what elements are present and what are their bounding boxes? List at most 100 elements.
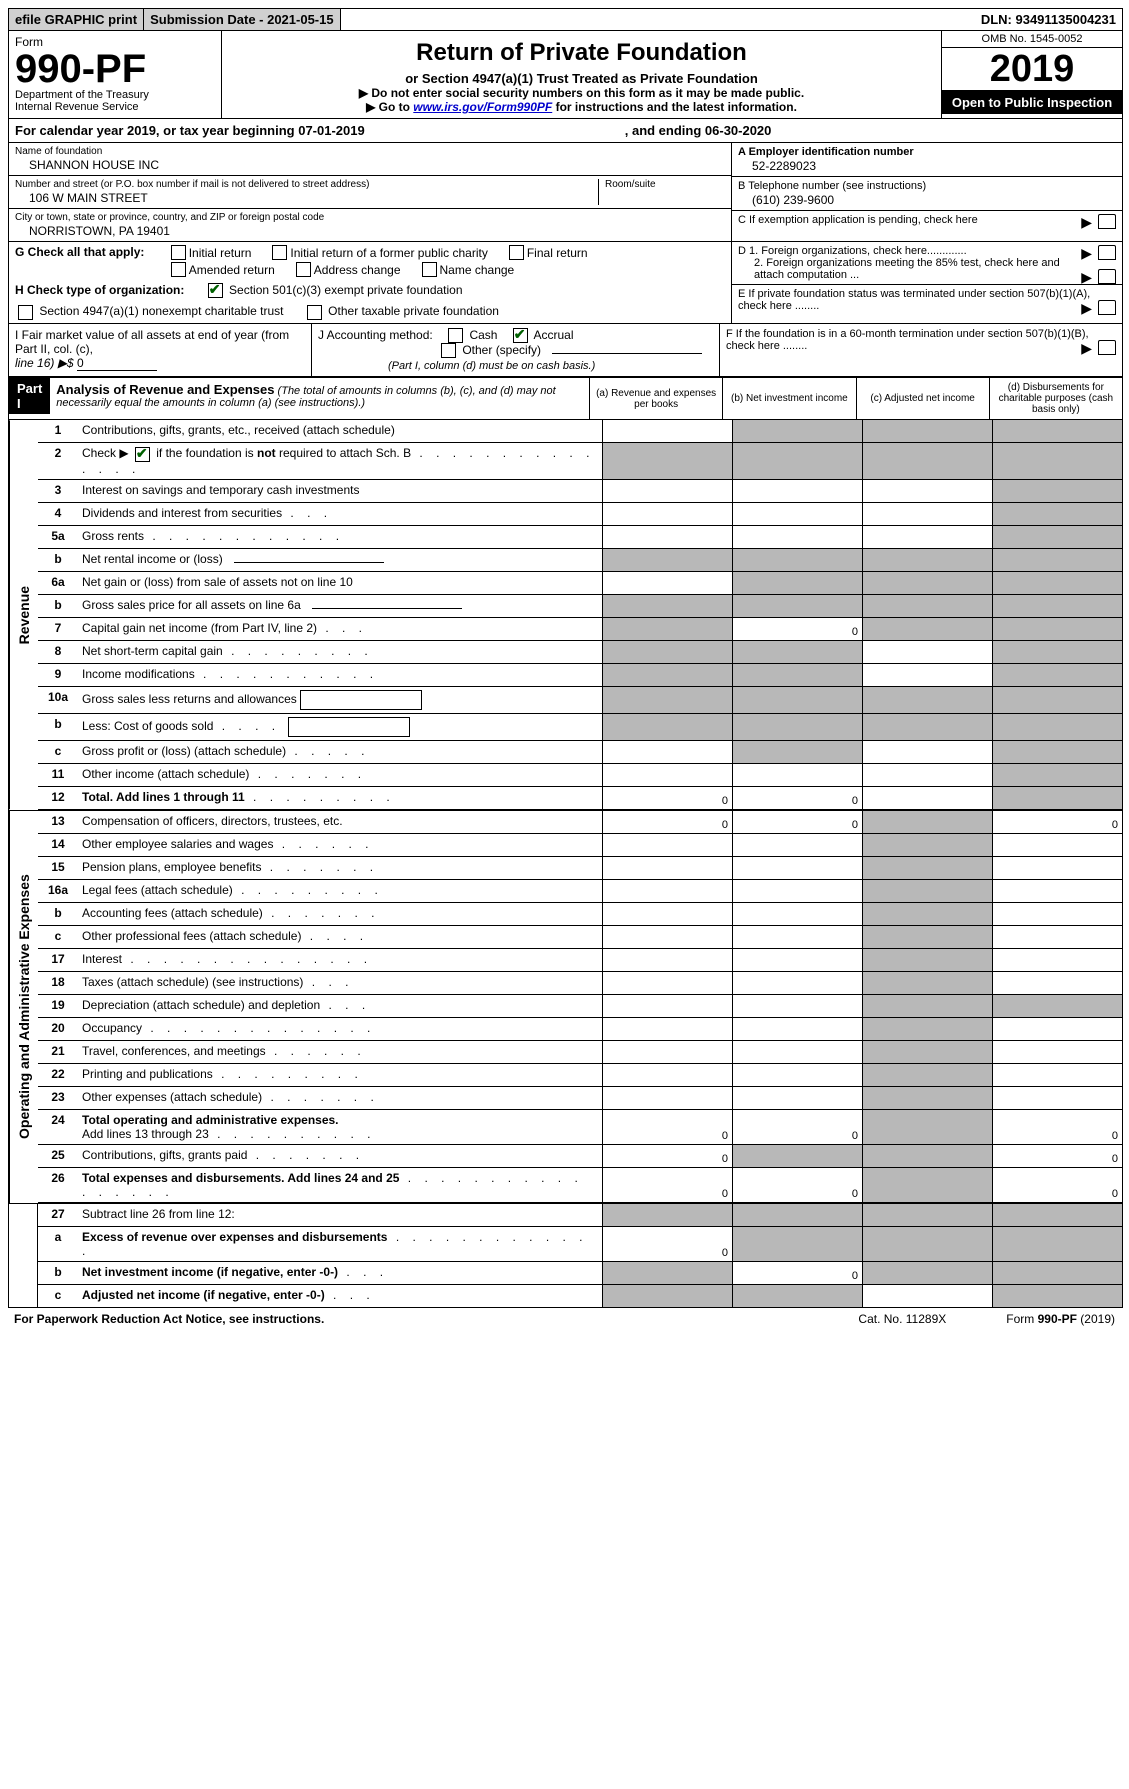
omb-number: OMB No. 1545-0052 (942, 31, 1122, 48)
paperwork-notice: For Paperwork Reduction Act Notice, see … (14, 1312, 324, 1326)
i-label: I Fair market value of all assets at end… (15, 328, 289, 356)
d1-label: D 1. Foreign organizations, check here..… (738, 245, 967, 257)
e-checkbox[interactable] (1098, 300, 1116, 315)
entity-right: A Employer identification number 52-2289… (732, 143, 1122, 241)
col-c-header: (c) Adjusted net income (857, 378, 990, 419)
irs-link[interactable]: www.irs.gov/Form990PF (413, 100, 552, 114)
col-d-header: (d) Disbursements for charitable purpose… (990, 378, 1122, 419)
g-final-checkbox[interactable] (509, 245, 524, 260)
h-row2: Section 4947(a)(1) nonexempt charitable … (9, 301, 731, 322)
expenses-section: Operating and Administrative Expenses 13… (9, 810, 1122, 1203)
h-opt1: Section 501(c)(3) exempt private foundat… (229, 283, 462, 297)
phone-cell: B Telephone number (see instructions) (6… (732, 177, 1122, 211)
h-row: H Check type of organization: Section 50… (9, 280, 731, 301)
efile-print-button[interactable]: efile GRAPHIC print (9, 9, 144, 30)
ij-row: I Fair market value of all assets at end… (9, 323, 1122, 377)
g-address-checkbox[interactable] (296, 262, 311, 277)
g-label: G Check all that apply: (15, 245, 144, 259)
j-label: J Accounting method: (318, 328, 433, 342)
note-ssn: ▶ Do not enter social security numbers o… (226, 86, 937, 100)
exemption-cell: C If exemption application is pending, c… (732, 211, 1122, 229)
revenue-rows: 1Contributions, gifts, grants, etc., rec… (38, 420, 1122, 809)
room-label: Room/suite (605, 179, 725, 190)
j-cash-checkbox[interactable] (448, 328, 463, 343)
g-row: G Check all that apply: Initial return I… (9, 242, 731, 280)
header-center: Return of Private Foundation or Section … (222, 31, 942, 118)
foundation-name-cell: Name of foundation SHANNON HOUSE INC (9, 143, 731, 176)
expenses-label: Operating and Administrative Expenses (9, 811, 38, 1203)
c-checkbox[interactable] (1098, 214, 1116, 229)
form-ref: Form 990-PF (2019) (1006, 1312, 1115, 1326)
col-b-header: (b) Net investment income (723, 378, 856, 419)
header-right: OMB No. 1545-0052 2019 Open to Public In… (942, 31, 1122, 118)
f-label: F If the foundation is in a 60-month ter… (726, 328, 1089, 352)
d2-checkbox[interactable] (1098, 269, 1116, 284)
schb-checkbox[interactable] (135, 447, 150, 462)
section-g-h: G Check all that apply: Initial return I… (9, 242, 1122, 323)
h-501c3-checkbox[interactable] (208, 283, 223, 298)
expenses-rows: 13Compensation of officers, directors, t… (38, 811, 1122, 1203)
phone-value: (610) 239-9600 (738, 192, 1116, 207)
header-left: Form 990-PF Department of the Treasury I… (9, 31, 222, 118)
tax-year: 2019 (942, 48, 1122, 91)
h-other-checkbox[interactable] (307, 305, 322, 320)
g-initial-former-checkbox[interactable] (272, 245, 287, 260)
j-other-checkbox[interactable] (441, 343, 456, 358)
cal-start: For calendar year 2019, or tax year begi… (15, 123, 365, 138)
address-cell: Number and street (or P.O. box number if… (9, 176, 731, 209)
ein-value: 52-2289023 (738, 158, 1116, 173)
name-label: Name of foundation (15, 146, 725, 157)
entity-info: Name of foundation SHANNON HOUSE INC Num… (9, 143, 1122, 242)
g-name-checkbox[interactable] (422, 262, 437, 277)
phone-label: B Telephone number (see instructions) (738, 180, 1116, 192)
calendar-year-row: For calendar year 2019, or tax year begi… (9, 119, 1122, 143)
form-title: Return of Private Foundation (226, 39, 937, 67)
g-amended-checkbox[interactable] (171, 262, 186, 277)
cat-no: Cat. No. 11289X (858, 1312, 946, 1326)
i-line: line 16) ▶$ (15, 356, 77, 370)
revenue-label: Revenue (9, 420, 38, 809)
c-label: C If exemption application is pending, c… (738, 214, 978, 226)
form-subtitle: or Section 4947(a)(1) Trust Treated as P… (226, 71, 937, 86)
dept-label: Department of the Treasury (15, 89, 215, 101)
e-cell: E If private foundation status was termi… (732, 285, 1122, 315)
f-section: F If the foundation is in a 60-month ter… (720, 324, 1122, 377)
revenue-section: Revenue 1Contributions, gifts, grants, e… (9, 420, 1122, 809)
dln-label: DLN: 93491135004231 (975, 9, 1122, 30)
form-990pf: efile GRAPHIC print Submission Date - 20… (8, 8, 1123, 1308)
d2-label: 2. Foreign organizations meeting the 85%… (754, 257, 1060, 281)
city-cell: City or town, state or province, country… (9, 209, 731, 241)
cal-end: , and ending 06-30-2020 (625, 123, 772, 138)
ein-cell: A Employer identification number 52-2289… (732, 143, 1122, 177)
i-value: 0 (77, 356, 157, 371)
part1-title: Analysis of Revenue and Expenses (56, 382, 274, 397)
subtract-rows: 27Subtract line 26 from line 12: aExcess… (38, 1204, 1122, 1307)
top-bar: efile GRAPHIC print Submission Date - 20… (9, 9, 1122, 31)
address: 106 W MAIN STREET (15, 190, 598, 205)
f-checkbox[interactable] (1098, 340, 1116, 355)
foundation-name: SHANNON HOUSE INC (15, 157, 725, 172)
entity-left: Name of foundation SHANNON HOUSE INC Num… (9, 143, 732, 241)
g-options: Initial return Initial return of a forme… (168, 245, 668, 277)
city-label: City or town, state or province, country… (15, 212, 725, 223)
form-header: Form 990-PF Department of the Treasury I… (9, 31, 1122, 119)
part1-text: Analysis of Revenue and Expenses (The to… (50, 378, 589, 419)
j-section: J Accounting method: Cash Accrual Other … (312, 324, 720, 377)
addr-label: Number and street (or P.O. box number if… (15, 179, 598, 190)
j-accrual-checkbox[interactable] (513, 328, 528, 343)
part1-desc-cell: Part I Analysis of Revenue and Expenses … (9, 378, 590, 419)
h-opt2: Section 4947(a)(1) nonexempt charitable … (39, 304, 283, 318)
gh-left: G Check all that apply: Initial return I… (9, 242, 732, 323)
note-goto: ▶ Go to www.irs.gov/Form990PF for instru… (226, 100, 937, 114)
footer: For Paperwork Reduction Act Notice, see … (8, 1308, 1121, 1330)
part1-badge-wrap: Part I (9, 378, 50, 419)
ein-label: A Employer identification number (738, 146, 1116, 158)
h-4947-checkbox[interactable] (18, 305, 33, 320)
d1-checkbox[interactable] (1098, 245, 1116, 260)
g-initial-checkbox[interactable] (171, 245, 186, 260)
j-note: (Part I, column (d) must be on cash basi… (388, 360, 595, 372)
form-number: 990-PF (15, 49, 215, 89)
part1-header: Part I Analysis of Revenue and Expenses … (9, 376, 1122, 420)
part1-badge: Part I (9, 378, 50, 414)
h-opt3: Other taxable private foundation (328, 304, 499, 318)
